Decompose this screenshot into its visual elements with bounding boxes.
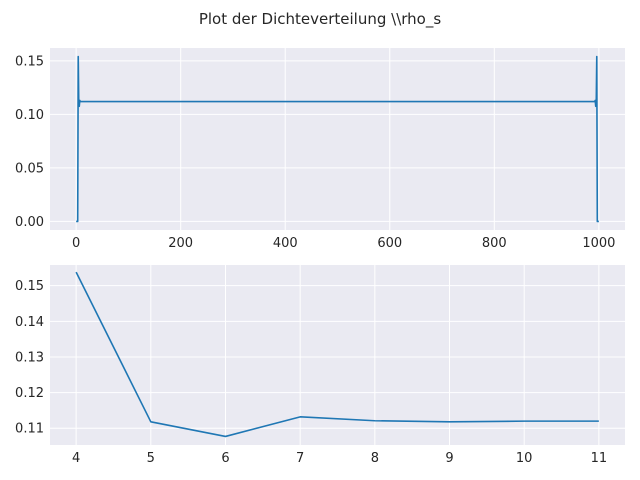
top-x-tick-label: 0 <box>72 236 80 251</box>
bottom-y-tick-label: 0.13 <box>15 350 44 365</box>
bottom-x-tick-label: 6 <box>221 451 229 466</box>
figure-title: Plot der Dichteverteilung \\rho_s <box>199 10 442 29</box>
top-y-tick-label: 0.10 <box>15 108 44 123</box>
bottom-x-tick-label: 9 <box>445 451 453 466</box>
top-x-tick-label: 1000 <box>582 236 615 251</box>
bottom-x-tick-label: 5 <box>147 451 155 466</box>
bottom-x-tick-label: 10 <box>516 451 533 466</box>
bottom-x-tick-label: 11 <box>591 451 608 466</box>
top-x-tick-label: 600 <box>377 236 402 251</box>
bottom-axes: 4 5 6 7 8 9 10 11 0.11 0.12 0.13 0.14 0.15 <box>15 265 625 466</box>
top-y-tick-label: 0.05 <box>15 161 44 176</box>
bottom-x-tick-label: 8 <box>371 451 379 466</box>
top-y-tick-label: 0.00 <box>15 215 44 230</box>
top-x-tick-label: 400 <box>273 236 298 251</box>
top-plot-area <box>50 48 625 230</box>
bottom-y-tick-label: 0.11 <box>15 422 44 437</box>
bottom-plot-area <box>50 265 625 445</box>
bottom-series-line <box>75 271 599 438</box>
bottom-y-tick-label: 0.15 <box>15 279 44 294</box>
top-x-tick-label: 800 <box>482 236 507 251</box>
bottom-y-tick-label: 0.12 <box>15 386 44 401</box>
bottom-x-tick-label: 4 <box>72 451 80 466</box>
bottom-y-tick-label: 0.14 <box>15 315 44 330</box>
bottom-x-tick-label: 7 <box>296 451 304 466</box>
top-x-tick-label: 200 <box>168 236 193 251</box>
top-y-tick-label: 0.15 <box>15 54 44 69</box>
top-axes: 0 200 400 600 800 1000 0.00 0.05 0.10 0.15 <box>15 48 625 251</box>
top-series-line <box>75 55 600 223</box>
